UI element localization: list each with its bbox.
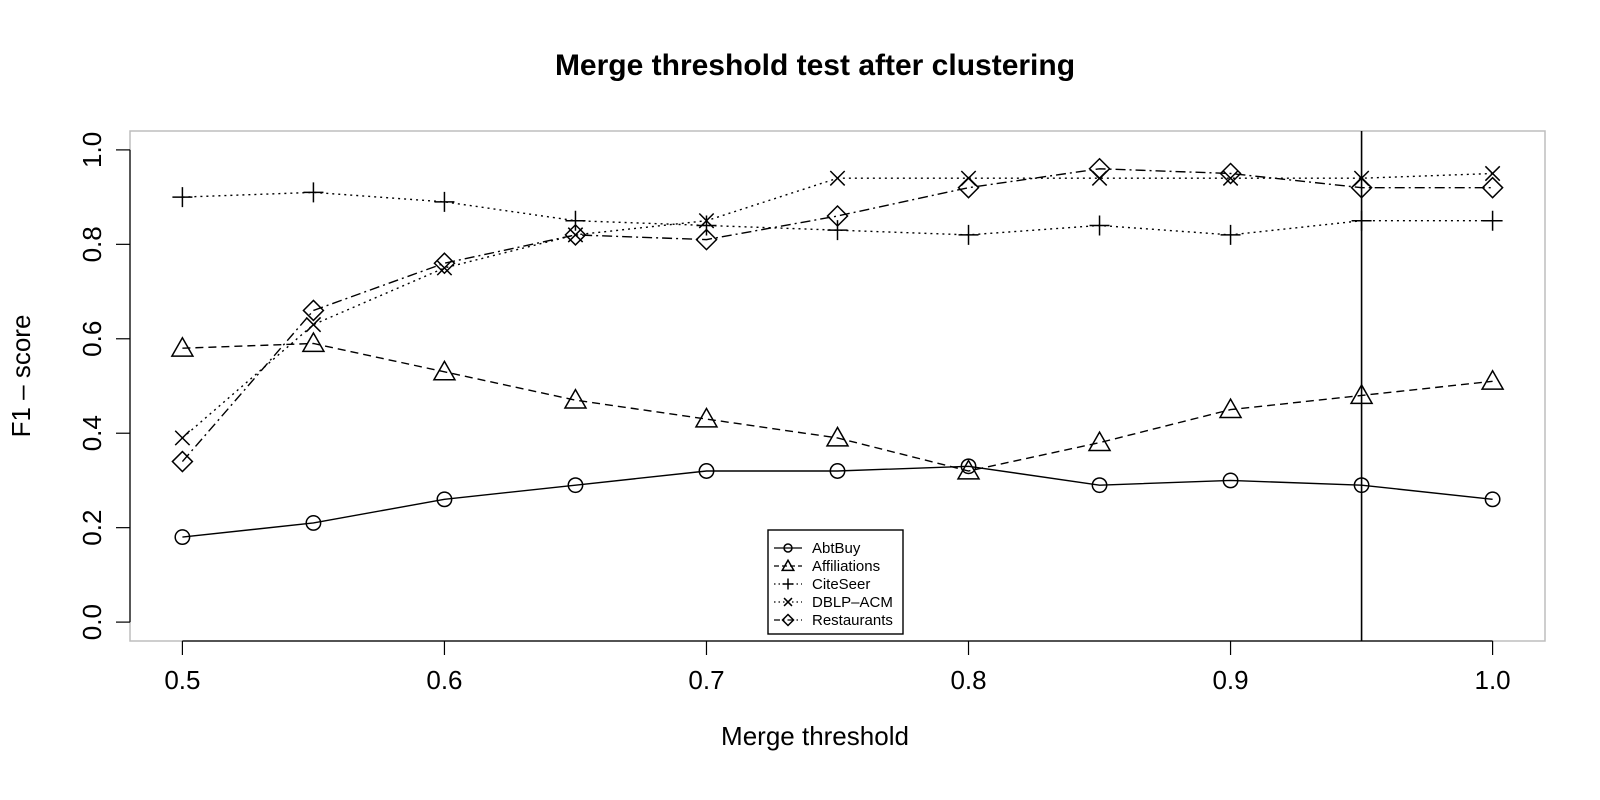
legend-marker-affiliations xyxy=(780,558,796,572)
x-tick-label: 0.7 xyxy=(688,665,724,695)
data-point-citeseer xyxy=(172,187,193,208)
y-tick-label: 0.4 xyxy=(77,415,107,451)
data-point-abtbuy xyxy=(698,463,715,479)
series-line-dblp-acm xyxy=(181,172,1493,439)
data-point-citeseer xyxy=(1351,210,1372,231)
y-tick-label: 1.0 xyxy=(77,132,107,168)
data-point-affiliations xyxy=(563,388,588,409)
data-point-affiliations xyxy=(1349,383,1374,405)
data-point-affiliations xyxy=(432,359,457,381)
x-tick-label: 0.5 xyxy=(164,665,200,695)
data-point-citeseer xyxy=(1220,224,1241,245)
data-point-dblp-acm xyxy=(436,260,453,276)
data-point-restaurants xyxy=(564,223,587,246)
legend-label-affiliations: Affiliations xyxy=(812,558,880,575)
data-point-affiliations xyxy=(170,336,195,357)
data-point-dblp-acm xyxy=(1222,170,1239,186)
data-point-citeseer xyxy=(1482,210,1503,231)
y-tick-label: 0.2 xyxy=(77,510,107,546)
data-point-abtbuy xyxy=(436,491,453,508)
data-point-restaurants xyxy=(695,228,718,251)
data-point-dblp-acm xyxy=(1484,165,1501,182)
data-point-restaurants xyxy=(826,204,849,228)
series-line-abtbuy xyxy=(182,465,1493,538)
x-tick-label: 1.0 xyxy=(1475,665,1511,695)
legend-label-citeseer: CiteSeer xyxy=(812,576,870,593)
data-point-dblp-acm xyxy=(305,316,322,333)
plot-area: 0.5 0.6 0.7 0.8 0.9 1.0 0.0 0.2 0.4 0.6 0.8 1.0 xyxy=(77,130,1546,695)
data-point-affiliations xyxy=(301,331,326,353)
x-tick-label: 0.6 xyxy=(426,665,462,695)
y-axis-label: F1 – score xyxy=(6,315,36,438)
data-point-citeseer xyxy=(303,182,324,203)
series-line-affiliations xyxy=(182,342,1493,472)
data-point-restaurants xyxy=(171,450,194,473)
data-point-abtbuy xyxy=(567,477,584,494)
data-point-dblp-acm xyxy=(698,212,715,229)
y-tick-label: 0.0 xyxy=(77,604,107,640)
data-point-dblp-acm xyxy=(829,170,846,186)
legend-marker-citeseer xyxy=(782,578,794,590)
data-point-abtbuy xyxy=(305,514,322,531)
data-point-abtbuy xyxy=(1484,491,1501,508)
x-tick-label: 0.9 xyxy=(1212,665,1248,695)
data-point-affiliations xyxy=(825,425,850,447)
data-point-dblp-acm xyxy=(174,430,191,446)
data-point-citeseer xyxy=(958,224,979,245)
data-point-affiliations xyxy=(956,458,981,480)
data-point-restaurants xyxy=(302,299,325,322)
legend-marker-dblp-acm xyxy=(783,597,793,607)
data-point-abtbuy xyxy=(1222,472,1239,489)
legend-marker-restaurants xyxy=(781,613,795,627)
data-point-citeseer xyxy=(696,215,717,236)
legend-marker-abtbuy xyxy=(783,543,793,553)
data-point-affiliations xyxy=(694,407,719,428)
legend-label-dblp-acm: DBLP–ACM xyxy=(812,594,893,611)
y-tick-label: 0.8 xyxy=(77,226,107,262)
data-point-citeseer xyxy=(1089,215,1110,236)
data-point-affiliations xyxy=(1218,397,1243,419)
data-point-abtbuy xyxy=(174,529,191,546)
chart-title: Merge threshold test after clustering xyxy=(555,49,1075,82)
data-point-restaurants xyxy=(957,176,980,199)
data-point-restaurants xyxy=(1481,176,1504,199)
data-point-abtbuy xyxy=(829,463,846,479)
data-point-restaurants xyxy=(433,252,456,275)
series-line-restaurants xyxy=(181,168,1493,463)
data-point-abtbuy xyxy=(1353,477,1370,494)
legend-label-abtbuy: AbtBuy xyxy=(812,540,861,557)
data-point-citeseer xyxy=(565,210,586,231)
data-point-affiliations xyxy=(1480,369,1505,390)
data-point-citeseer xyxy=(434,191,455,212)
legend-label-restaurants: Restaurants xyxy=(812,612,893,629)
data-point-affiliations xyxy=(1087,430,1112,452)
data-point-abtbuy xyxy=(1091,477,1108,494)
y-tick-label: 0.6 xyxy=(77,321,107,357)
data-point-restaurants xyxy=(1219,162,1242,185)
data-point-citeseer xyxy=(827,220,848,241)
x-tick-label: 0.8 xyxy=(950,665,986,695)
data-point-restaurants xyxy=(1350,176,1373,199)
x-axis-label: Merge threshold xyxy=(721,721,909,751)
data-point-restaurants xyxy=(1088,157,1111,180)
legend: AbtBuyAffiliationsCiteSeerDBLP–ACMRestau… xyxy=(767,529,904,635)
